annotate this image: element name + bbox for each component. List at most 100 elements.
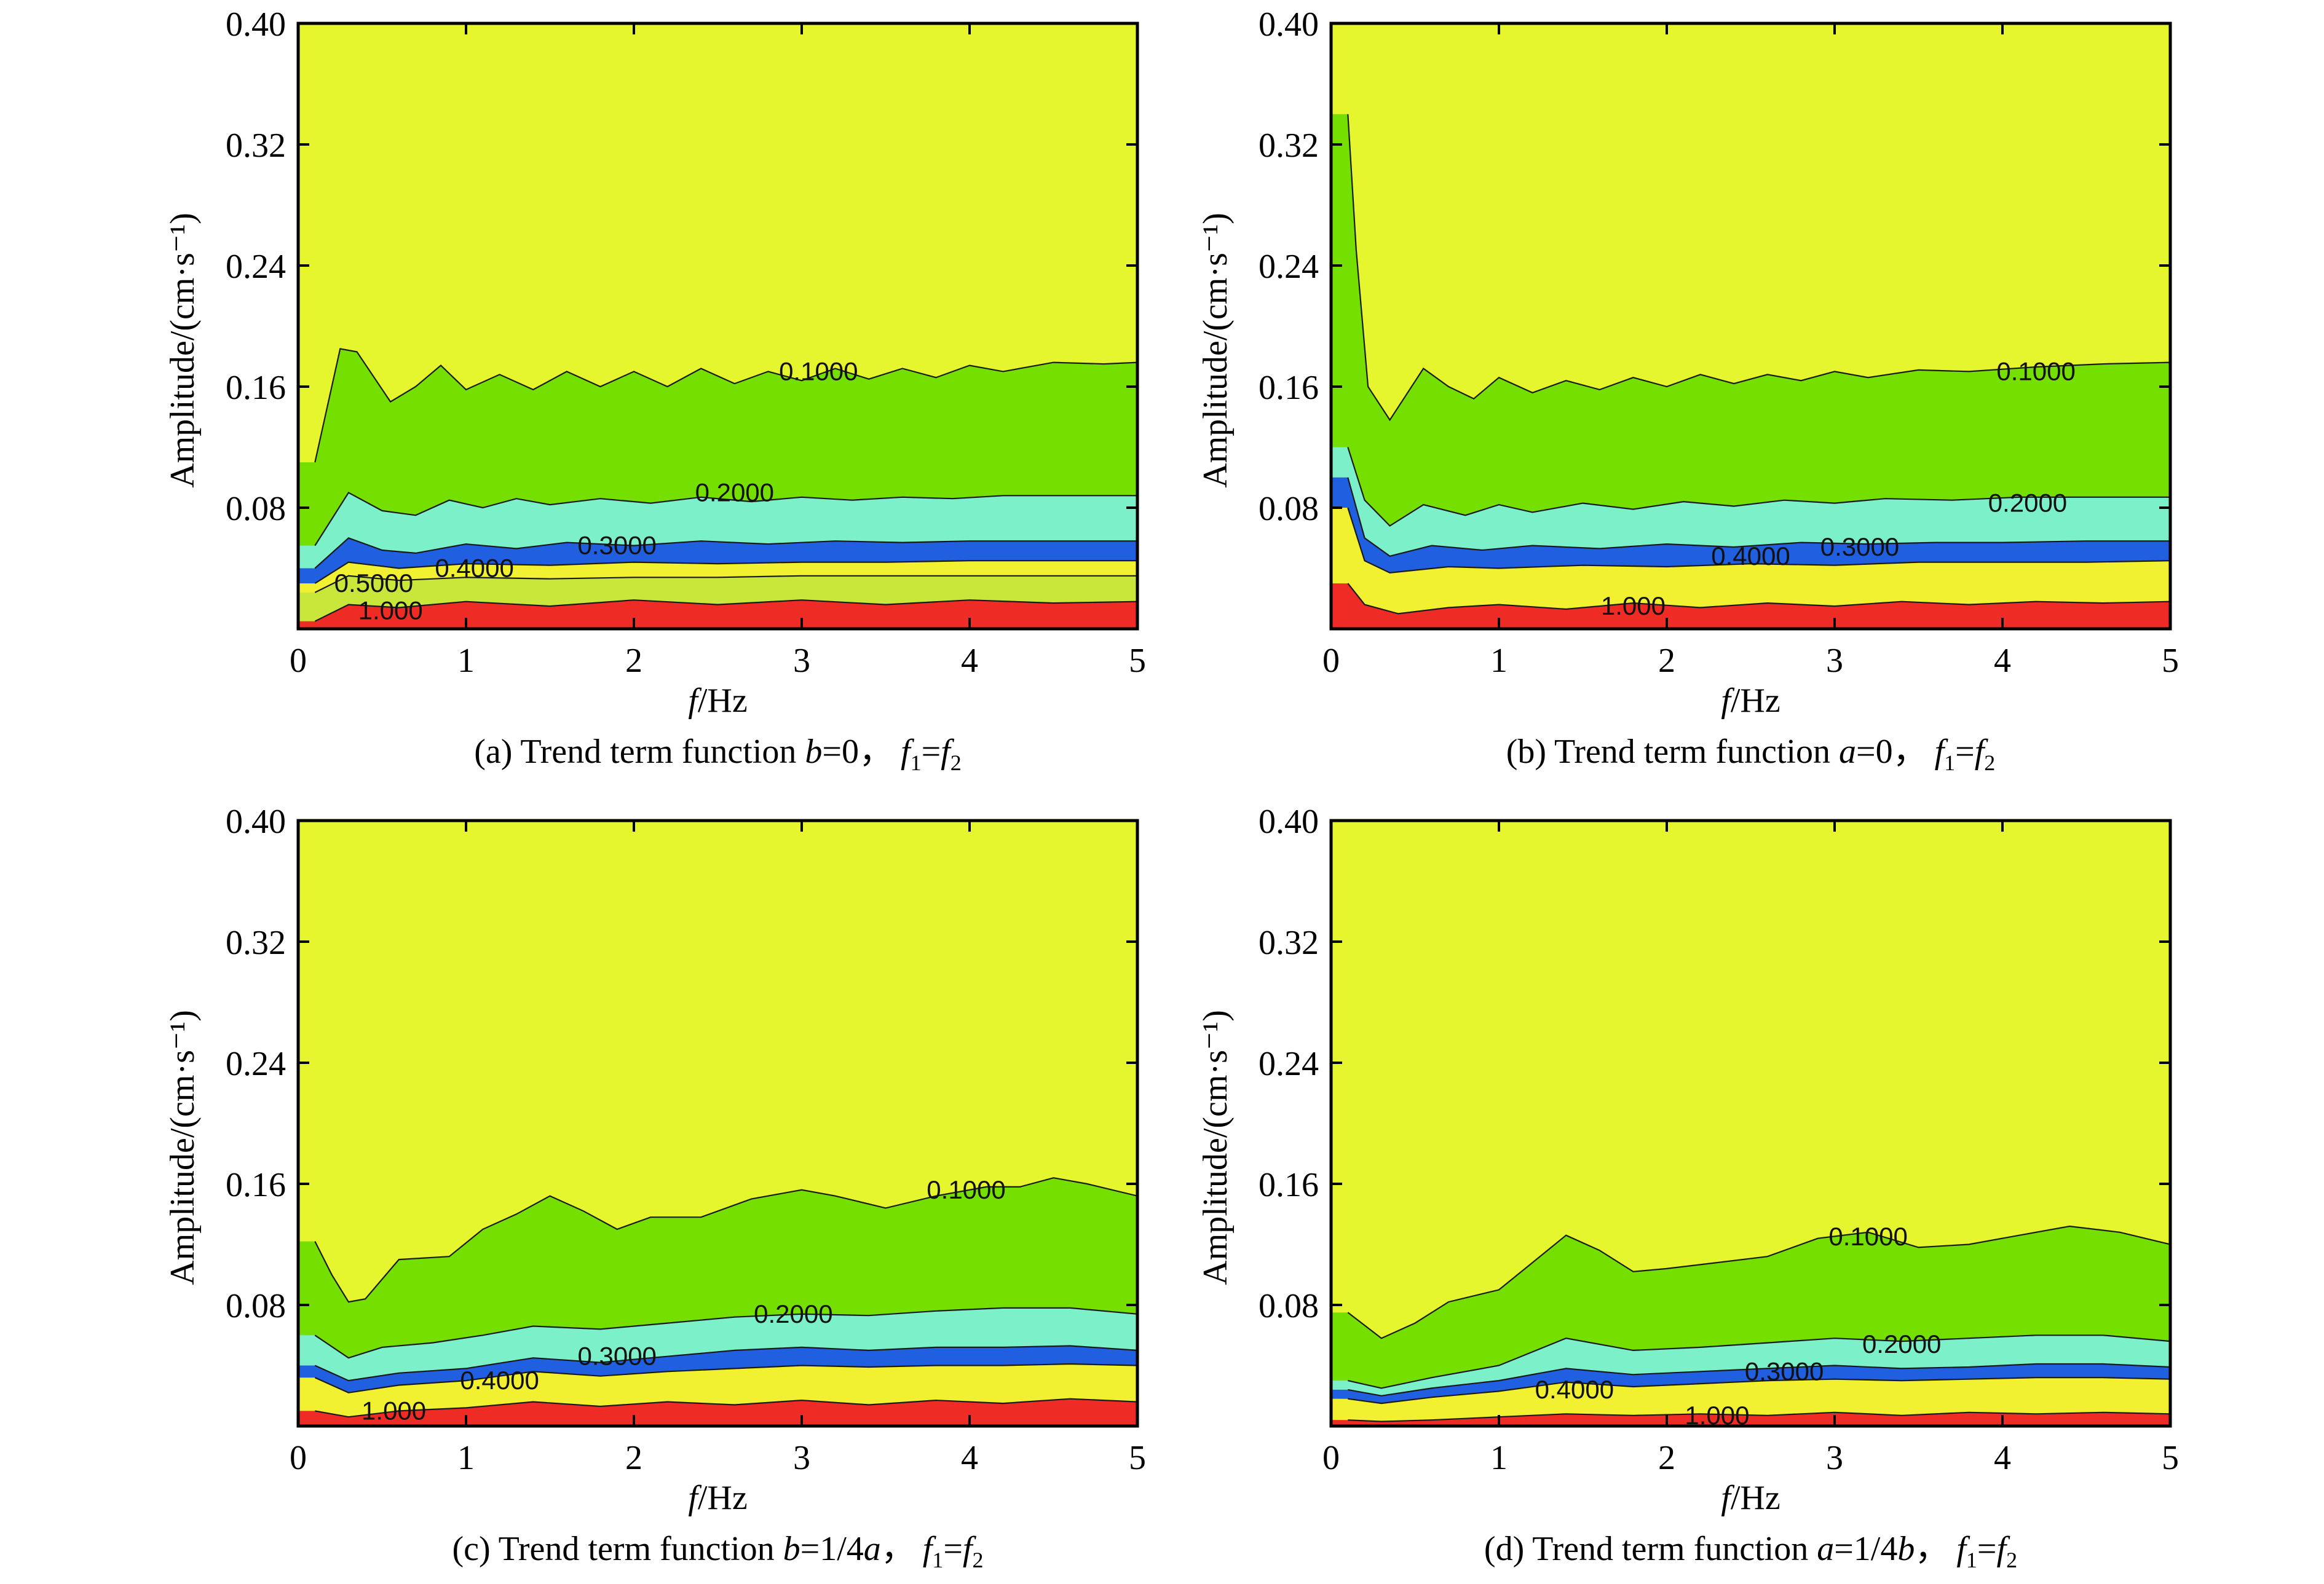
x-tick-label: 4 (1994, 1439, 2011, 1477)
x-tick-label: 1 (1490, 642, 1508, 680)
y-axis-label: Amplitude/(cm·s⁻¹) (164, 213, 202, 488)
contour-label: 0.1000 (779, 357, 858, 385)
plot-frame (296, 22, 1139, 631)
y-axis-label: Amplitude/(cm·s⁻¹) (164, 1010, 202, 1285)
caption-prefix: (d) Trend term function (1484, 1530, 1817, 1568)
caption-sub1: 1 (911, 751, 922, 775)
x-axis-label-unit: /Hz (1731, 682, 1781, 720)
y-tick-label: 0.24 (1259, 248, 1319, 286)
panel-caption: (d) Trend term function a=1/4b， f1=f2 (1484, 1530, 2017, 1572)
x-tick-label: 1 (457, 1439, 475, 1477)
contour-line-0.1 (1347, 1225, 2170, 1339)
x-tick-label: 0 (1322, 642, 1340, 680)
y-tick-label: 0.32 (226, 924, 286, 962)
y-tick-label: 0.16 (1259, 1166, 1319, 1204)
caption-sub2: 2 (2006, 1548, 2017, 1572)
contour-line-0.5 (314, 575, 1137, 593)
caption-cond-value: =0， (1856, 733, 1927, 771)
caption-cond-var: a (1839, 733, 1856, 771)
contour-label: 1.000 (1685, 1401, 1749, 1430)
chart-panel-d: 0.1000 0.2000 0.3000 0.4000 1.000 0 1 2 3 4 5 0.40 0… (1196, 803, 2179, 1572)
contour-line-0.3 (314, 537, 1137, 569)
contour-label: 1.000 (1601, 591, 1666, 620)
caption-cond-value: =1/4 (800, 1530, 864, 1568)
contour-fill-0.4 (1331, 508, 2170, 629)
contour-label: 0.3000 (577, 531, 656, 560)
contour-label: 1.000 (358, 596, 423, 625)
y-tick-label: 0.24 (226, 248, 286, 286)
y-tick-label: 0.40 (1259, 803, 1319, 841)
contour-line-1.0 (1347, 583, 2170, 615)
caption-prefix: (c) Trend term function (453, 1530, 783, 1568)
x-axis-label-unit: /Hz (698, 682, 748, 720)
contour-line-0.1 (314, 348, 1137, 463)
contour-label: 0.5000 (334, 569, 413, 597)
caption-cond-var: b (783, 1530, 800, 1568)
caption-prefix: (a) Trend term function (474, 733, 805, 771)
caption-cond-tail-rest: ， (881, 1530, 915, 1568)
y-tick-label: 0.24 (226, 1045, 286, 1083)
contour-line-0.4 (314, 560, 1137, 585)
caption-equals: = (922, 733, 941, 771)
y-tick-label: 0.32 (1259, 127, 1319, 165)
x-tick-label: 3 (793, 1439, 810, 1477)
contour-label: 0.4000 (435, 554, 513, 583)
contour-line-0.3 (1348, 1363, 2170, 1397)
caption-cond-value: =1/4 (1834, 1530, 1897, 1568)
y-axis-label: Amplitude/(cm·s⁻¹) (1196, 213, 1235, 488)
contour-line-0.3 (314, 1345, 1137, 1382)
x-tick-label: 5 (2162, 642, 2179, 680)
plot-frame (296, 819, 1139, 1428)
caption-cond-tail-rest: ， (1915, 1530, 1949, 1568)
y-tick-label: 0.08 (1259, 490, 1319, 528)
x-tick-label: 2 (625, 642, 642, 680)
x-axis-label: f/Hz (688, 682, 747, 720)
caption-equals: = (1977, 1530, 1997, 1568)
plot-area: 0.1000 0.2000 0.3000 0.4000 1.000 (1331, 821, 2170, 1430)
caption-cond-var: b (805, 733, 822, 771)
y-tick-label: 0.32 (226, 127, 286, 165)
contour-label: 0.2000 (1862, 1330, 1941, 1358)
y-tick-label: 0.08 (226, 1287, 286, 1325)
x-tick-label: 4 (1994, 642, 2011, 680)
chart-panel-b: 0.1000 0.2000 0.3000 0.4000 1.000 0 1 2 3 4 5 0.40 0… (1196, 6, 2179, 775)
panel-caption: (b) Trend term function a=0， f1=f2 (1506, 733, 1996, 775)
chart-panel-c: 0.1000 0.2000 0.3000 0.4000 1.000 0 1 2 3 4 5 0.40 0… (164, 803, 1146, 1572)
contour-label: 0.2000 (695, 478, 774, 506)
contour-line-0.4 (1348, 1377, 2170, 1405)
contour-fill-1.0 (298, 600, 1137, 629)
x-tick-label: 5 (2162, 1439, 2179, 1477)
x-tick-label: 1 (1490, 1439, 1508, 1477)
contour-label: 0.2000 (754, 1299, 832, 1328)
panel-caption: (c) Trend term function b=1/4a， f1=f2 (453, 1530, 984, 1572)
caption-cond-tail-var: a (864, 1530, 881, 1568)
y-axis-label: Amplitude/(cm·s⁻¹) (1196, 1010, 1235, 1285)
y-tick-label: 0.24 (1259, 1045, 1319, 1083)
contour-label: 0.3000 (577, 1342, 656, 1371)
plot-frame (1329, 22, 2172, 631)
x-tick-label: 2 (1658, 1439, 1675, 1477)
x-tick-label: 0 (290, 642, 307, 680)
contour-line-1.0 (314, 599, 1137, 622)
contour-line-0.1 (314, 1177, 1137, 1303)
contour-fill-1.0 (1331, 1412, 2170, 1426)
contour-label: 0.1000 (1828, 1222, 1907, 1251)
caption-sub2: 2 (951, 751, 962, 775)
y-tick-label: 0.08 (226, 490, 286, 528)
caption-equals: = (943, 1530, 963, 1568)
contour-label: 0.2000 (1988, 489, 2067, 518)
y-tick-label: 0.40 (226, 803, 286, 841)
x-tick-label: 2 (625, 1439, 642, 1477)
plot-area: 0.1000 0.2000 0.3000 0.4000 1.000 (298, 821, 1137, 1426)
contour-label: 0.4000 (1711, 542, 1790, 570)
caption-prefix: (b) Trend term function (1506, 733, 1839, 771)
x-tick-label: 0 (1322, 1439, 1340, 1477)
contour-label: 0.3000 (1820, 532, 1899, 561)
y-tick-label: 0.16 (226, 369, 286, 407)
x-tick-label: 2 (1658, 642, 1675, 680)
x-tick-label: 4 (961, 1439, 978, 1477)
contour-line-1.0 (315, 1398, 1137, 1418)
